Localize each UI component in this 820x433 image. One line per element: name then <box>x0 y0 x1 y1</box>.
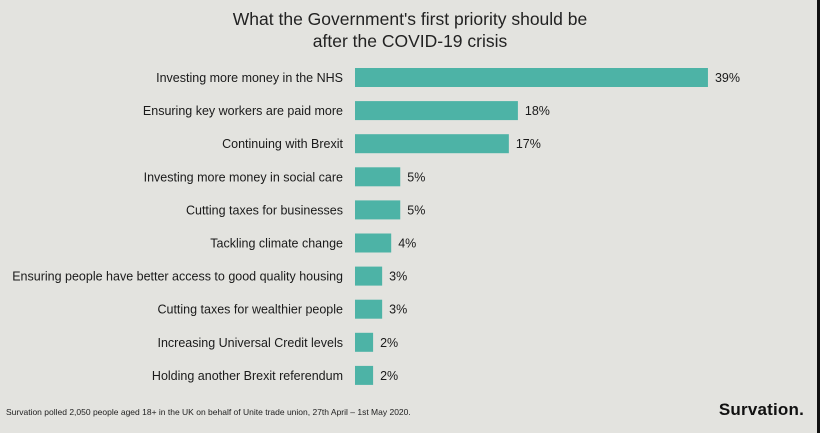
bar <box>355 365 374 385</box>
category-label: Tackling climate change <box>210 237 343 251</box>
category-label: Investing more money in the NHS <box>156 71 343 85</box>
bar <box>355 332 374 352</box>
value-label: 2% <box>380 336 398 350</box>
right-edge-border <box>817 0 820 433</box>
value-label: 18% <box>525 104 550 118</box>
value-label: 39% <box>715 71 740 85</box>
chart-title-line-2: after the COVID-19 crisis <box>312 31 508 51</box>
category-label: Ensuring people have better access to go… <box>12 270 343 284</box>
value-label: 17% <box>516 137 541 151</box>
category-label: Holding another Brexit referendum <box>152 369 343 383</box>
bar <box>355 101 518 121</box>
bar <box>355 299 383 319</box>
chart-title-line-1: What the Government's first priority sho… <box>232 9 588 29</box>
bar <box>355 200 401 220</box>
category-label: Cutting taxes for wealthier people <box>157 303 343 317</box>
bar <box>355 134 509 154</box>
footnote: Survation polled 2,050 people aged 18+ i… <box>6 407 411 417</box>
bar <box>355 266 383 286</box>
category-label: Continuing with Brexit <box>222 137 343 151</box>
category-label: Investing more money in social care <box>144 170 343 184</box>
value-label: 3% <box>389 270 407 284</box>
category-label: Cutting taxes for businesses <box>186 203 343 217</box>
survation-logo: Survation. <box>718 400 804 419</box>
value-label: 2% <box>380 369 398 383</box>
value-label: 3% <box>389 303 407 317</box>
bar <box>355 233 392 253</box>
bar <box>355 167 401 187</box>
value-label: 4% <box>398 237 416 251</box>
bar <box>355 68 708 87</box>
value-label: 5% <box>407 170 425 184</box>
category-label: Ensuring key workers are paid more <box>143 104 343 118</box>
value-label: 5% <box>407 203 425 217</box>
category-label: Increasing Universal Credit levels <box>158 336 344 350</box>
chart-title: What the Government's first priority sho… <box>0 8 820 52</box>
